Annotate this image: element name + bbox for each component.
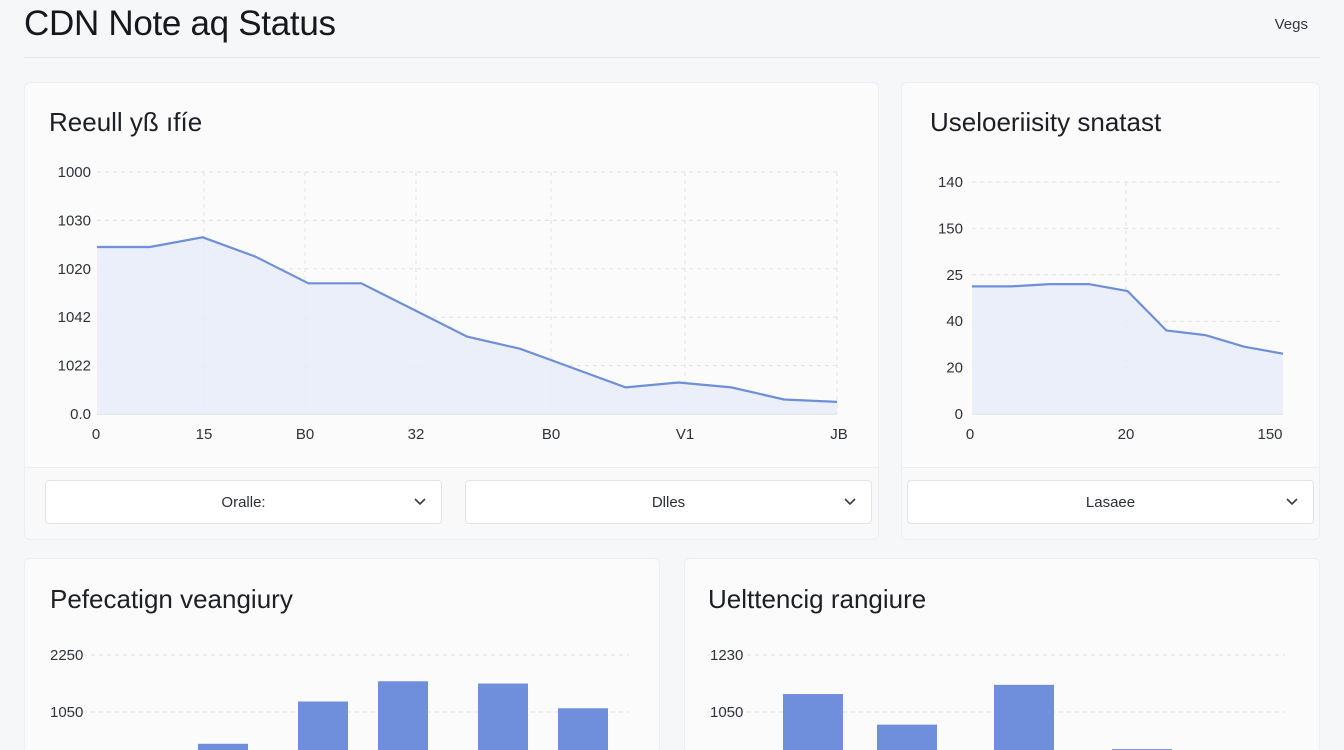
- y-tick-label: 20: [946, 360, 963, 377]
- filter-select-1[interactable]: Oralle:: [45, 480, 442, 524]
- chart-card-4: Uelttencig rangiure 1230 1050: [684, 558, 1320, 750]
- header-link[interactable]: Vegs: [1274, 16, 1308, 33]
- area-chart-2: 140 150 25 40 20 0 0 20 150: [938, 174, 1284, 443]
- filter-select-2[interactable]: Dlles: [465, 480, 872, 524]
- x-tick-label: 32: [408, 426, 425, 443]
- chart-bar: [994, 684, 1054, 750]
- card-title: Useloeriisity snatast: [930, 107, 1162, 137]
- chevron-down-icon: [1286, 498, 1298, 506]
- y-tick-label: 0: [955, 406, 963, 423]
- bar-chart-3: 2250 1050: [50, 647, 629, 750]
- select-label: Oralle:: [221, 494, 266, 511]
- chart-card-2: Useloeriisity snatast 140 150 25 40 20 0 0 20 1…: [901, 82, 1320, 540]
- y-tick-label: 0.0: [70, 406, 91, 423]
- x-tick-label: JB: [830, 426, 848, 443]
- chart-bar: [378, 681, 428, 750]
- page-title: CDN Note aq Status: [24, 4, 336, 43]
- card-footer: Oralle: Dlles: [25, 467, 878, 539]
- x-tick-label: 150: [1257, 426, 1282, 443]
- y-tick-label: 1000: [58, 164, 91, 181]
- filter-select-3[interactable]: Lasaee: [907, 480, 1314, 524]
- chart-bar: [783, 694, 843, 750]
- chart-card-1: Reeull yß ıfíe 1000 1030 1020 1042 1022 0.0 0…: [24, 82, 879, 540]
- chart-bar: [877, 724, 937, 750]
- select-label: Lasaee: [1085, 494, 1136, 511]
- card-title: Reeull yß ıfíe: [49, 107, 203, 137]
- chart-bar: [558, 708, 608, 750]
- y-tick-label: 1030: [58, 212, 91, 229]
- x-tick-label: 15: [196, 426, 213, 443]
- chevron-down-icon: [844, 498, 856, 506]
- y-tick-label: 25: [946, 267, 963, 284]
- y-tick-label: 150: [938, 220, 963, 237]
- y-tick-label: 40: [946, 313, 963, 330]
- card-title: Uelttencig rangiure: [708, 584, 927, 614]
- chevron-down-icon: [414, 498, 426, 506]
- x-tick-label: B0: [542, 426, 560, 443]
- x-tick-label: 20: [1118, 426, 1135, 443]
- chart-area-fill: [972, 284, 1283, 414]
- y-tick-label: 1230: [710, 647, 743, 664]
- y-tick-label: 1022: [58, 358, 91, 375]
- card-title: Pefecatign veangiury: [50, 584, 293, 614]
- chart-card-3: Pefecatign veangiury 2250 1050: [24, 558, 660, 750]
- chart-series-line: [97, 236, 838, 403]
- y-tick-label: 1050: [710, 704, 743, 721]
- chart-area-fill: [97, 237, 837, 414]
- chart-bar: [198, 743, 248, 750]
- area-chart-1: 1000 1030 1020 1042 1022 0.0 0 15 B0 32 B0 V1 JB: [58, 164, 848, 443]
- card-footer: Lasaee: [902, 467, 1319, 539]
- chart-bar: [478, 683, 528, 750]
- y-tick-label: 2250: [50, 647, 83, 664]
- y-tick-label: 140: [938, 174, 963, 191]
- x-tick-label: B0: [296, 426, 314, 443]
- y-tick-label: 1020: [58, 261, 91, 278]
- y-tick-label: 1050: [50, 704, 83, 721]
- x-tick-label: 0: [966, 426, 974, 443]
- page-header: CDN Note aq Status Vegs: [24, 0, 1320, 58]
- x-tick-label: V1: [676, 426, 694, 443]
- y-tick-label: 1042: [58, 309, 91, 326]
- bar-chart-4: 1230 1050: [707, 647, 1285, 750]
- chart-series-line: [972, 283, 1284, 355]
- x-tick-label: 0: [92, 426, 100, 443]
- select-label: Dlles: [651, 494, 686, 511]
- chart-bar: [298, 701, 348, 750]
